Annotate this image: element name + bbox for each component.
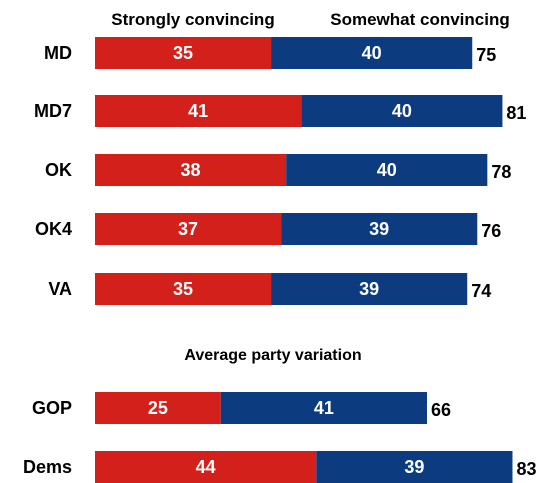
bar-segment-md-somewhat-convincing [271, 37, 473, 69]
total-value-md: 75 [476, 45, 496, 65]
bar-segment-gop-somewhat-convincing [220, 392, 427, 424]
row-label-md7: MD7 [34, 101, 72, 121]
row-label-md: MD [44, 43, 72, 63]
segment-value-md7-1: 41 [188, 101, 208, 121]
bar-row-md: MD 35 40 75 [44, 37, 496, 69]
total-value-va: 74 [471, 281, 491, 301]
total-value-dems: 83 [516, 459, 536, 479]
bar-segment-va-somewhat-convincing [271, 273, 468, 305]
row-label-va: VA [48, 279, 72, 299]
bars: MD 35 40 75 MD7 41 40 81 OK 38 40 78 OK4 37 39 76 VA 35 39… [23, 37, 537, 483]
legend-somewhat-convincing: Somewhat convincing [330, 10, 509, 29]
total-value-gop: 66 [431, 400, 451, 420]
segment-value-dems-1: 44 [196, 457, 216, 477]
bar-segment-md7-somewhat-convincing [301, 95, 503, 127]
segment-value-ok-2: 40 [377, 160, 397, 180]
bar-segment-md-strongly-convincing [95, 37, 272, 69]
bar-segment-dems-strongly-convincing [95, 451, 317, 483]
bar-segment-gop-strongly-convincing [95, 392, 221, 424]
segment-value-gop-1: 25 [148, 398, 168, 418]
segment-value-ok-1: 38 [181, 160, 201, 180]
bar-row-va: VA 35 39 74 [48, 273, 491, 305]
segment-value-md-2: 40 [362, 43, 382, 63]
bar-segment-ok-strongly-convincing [95, 154, 287, 186]
bar-segment-md7-strongly-convincing [95, 95, 302, 127]
segment-value-ok4-2: 39 [369, 219, 389, 239]
segment-value-dems-2: 39 [404, 457, 424, 477]
segment-value-va-1: 35 [173, 279, 193, 299]
bar-row-ok: OK 38 40 78 [45, 154, 511, 186]
segment-value-md7-2: 40 [392, 101, 412, 121]
total-value-ok: 78 [491, 162, 511, 182]
legend-strongly-convincing: Strongly convincing [111, 10, 274, 29]
segment-value-ok4-1: 37 [178, 219, 198, 239]
row-label-ok: OK [45, 160, 72, 180]
segment-value-md-1: 35 [173, 43, 193, 63]
segment-value-gop-2: 41 [314, 398, 334, 418]
bar-row-dems: Dems 44 39 83 [23, 451, 537, 483]
bar-segment-ok-somewhat-convincing [286, 154, 488, 186]
row-label-dems: Dems [23, 457, 72, 477]
bar-segment-ok4-somewhat-convincing [281, 213, 478, 245]
bar-row-md7: MD7 41 40 81 [34, 95, 526, 127]
bar-segment-ok4-strongly-convincing [95, 213, 282, 245]
group-title-average-party-variation: Average party variation [184, 347, 361, 364]
segment-value-va-2: 39 [359, 279, 379, 299]
bar-row-gop: GOP 25 41 66 [32, 392, 451, 424]
row-label-gop: GOP [32, 398, 72, 418]
bar-segment-dems-somewhat-convincing [316, 451, 513, 483]
total-value-md7: 81 [506, 103, 526, 123]
total-value-ok4: 76 [481, 221, 501, 241]
legend: Strongly convincing Somewhat convincing [111, 10, 509, 29]
row-label-ok4: OK4 [35, 219, 72, 239]
bar-row-ok4: OK4 37 39 76 [35, 213, 501, 245]
bar-segment-va-strongly-convincing [95, 273, 272, 305]
